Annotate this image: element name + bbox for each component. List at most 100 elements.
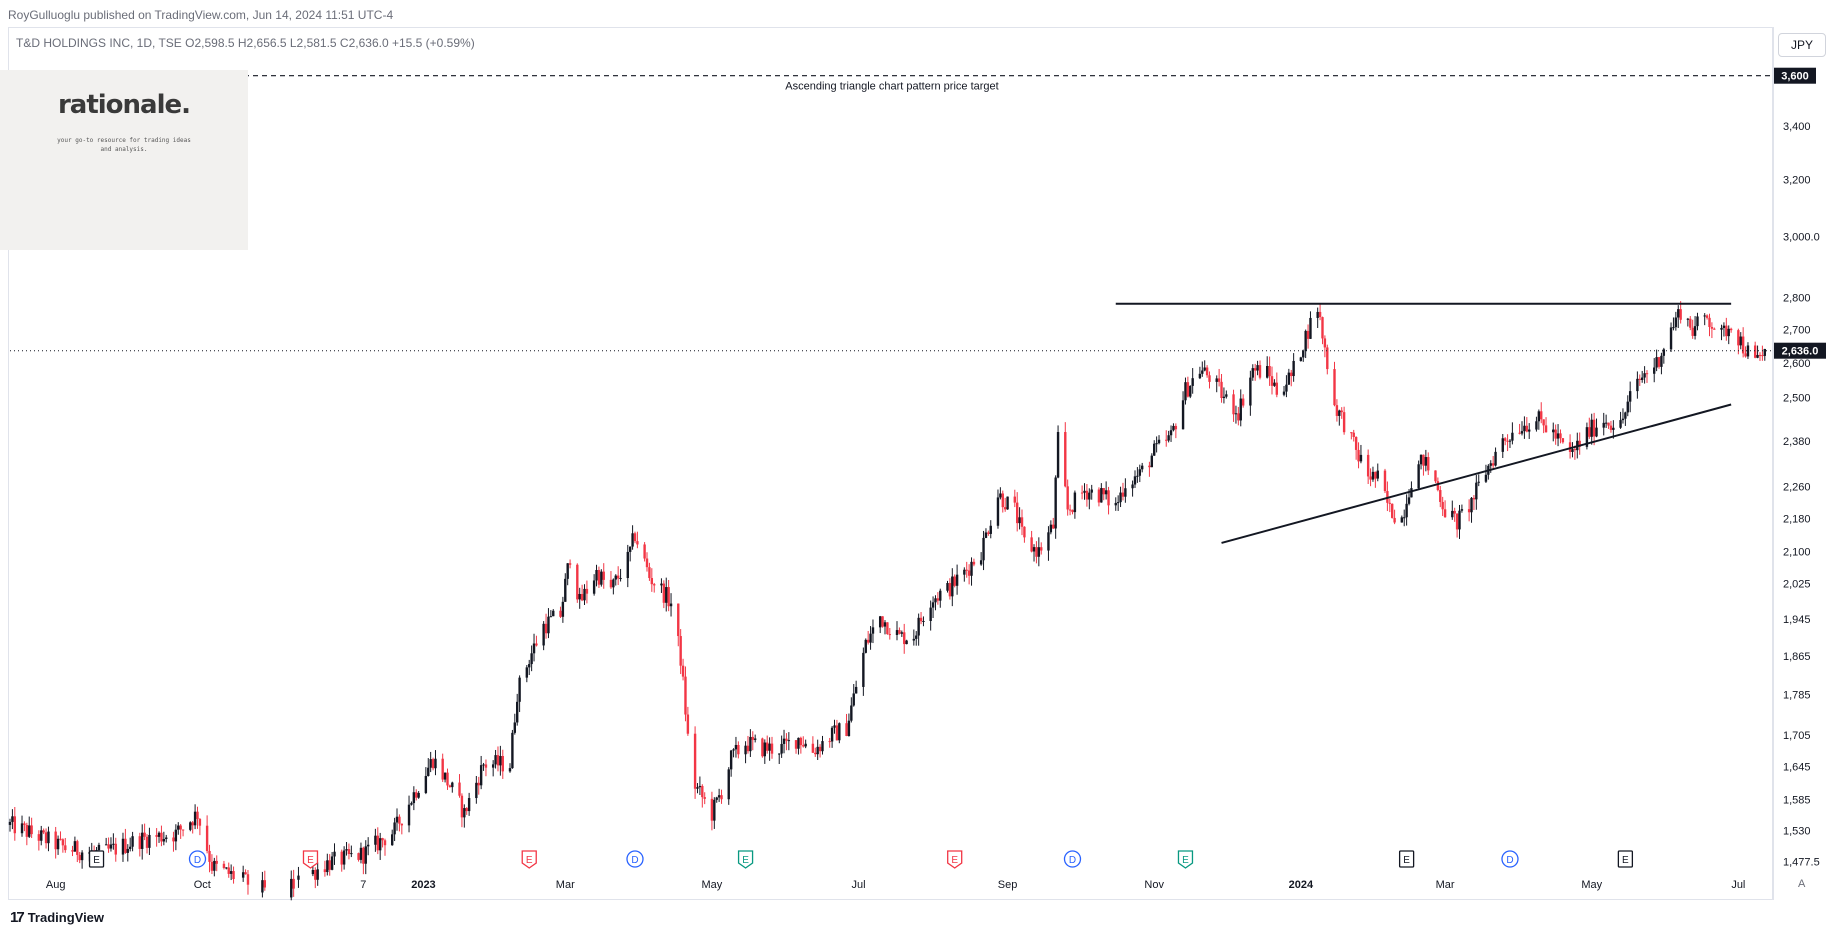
candle xyxy=(585,580,589,604)
candle-body xyxy=(1520,431,1524,434)
candle-body xyxy=(864,639,867,653)
candle-body xyxy=(1443,509,1447,518)
earnings-event-icon[interactable]: E xyxy=(521,850,537,869)
candle-body xyxy=(1753,345,1757,358)
candle xyxy=(174,824,178,851)
candle-body xyxy=(653,584,656,586)
time-tick-label: 7 xyxy=(360,879,366,891)
candle-body xyxy=(357,853,360,860)
dividend-event-icon[interactable]: D xyxy=(626,850,644,868)
candle xyxy=(866,630,870,645)
candle-body xyxy=(1285,384,1288,392)
candle xyxy=(80,850,84,869)
candle-body xyxy=(999,493,1002,498)
candle-body xyxy=(816,746,819,755)
earnings-event-icon[interactable]: E xyxy=(947,850,963,869)
auto-scale-button[interactable]: A xyxy=(1798,878,1806,890)
dividend-event-icon[interactable]: D xyxy=(1501,850,1519,868)
dividend-event-icon[interactable]: D xyxy=(188,850,207,868)
candle-body xyxy=(951,576,954,597)
event-marker-shape xyxy=(188,850,207,868)
candle-body xyxy=(1756,354,1759,358)
candle xyxy=(653,582,656,593)
candle-body xyxy=(347,849,351,855)
candle-body xyxy=(196,811,199,820)
candle xyxy=(1124,478,1127,503)
candle xyxy=(821,735,824,755)
candle xyxy=(1746,342,1750,360)
candle xyxy=(1184,377,1187,405)
candle-body xyxy=(939,590,942,601)
candle xyxy=(628,546,632,562)
earnings-event-icon[interactable]: E xyxy=(1617,850,1634,868)
candle-body xyxy=(124,838,127,853)
candle xyxy=(467,792,471,816)
candle xyxy=(1338,409,1341,426)
candle xyxy=(316,862,319,886)
candle-body xyxy=(845,723,848,737)
candle-body xyxy=(917,617,920,636)
candle-body xyxy=(477,782,480,786)
candle xyxy=(749,729,752,757)
candle-body xyxy=(525,667,529,678)
candle-body xyxy=(1068,509,1072,511)
candle-body xyxy=(953,576,956,586)
candle xyxy=(1427,452,1430,476)
candle-body xyxy=(1657,357,1661,367)
candle-body xyxy=(578,593,581,600)
candle-body xyxy=(131,836,134,847)
candle-body xyxy=(1172,425,1175,431)
candle xyxy=(1535,416,1538,432)
candle xyxy=(112,833,115,850)
candle-body xyxy=(912,638,916,641)
candle-body xyxy=(1472,497,1476,500)
candle-body xyxy=(429,759,432,768)
candle-body xyxy=(684,676,687,715)
candle-body xyxy=(828,741,831,743)
candle-body xyxy=(564,578,567,602)
candle-body xyxy=(955,574,959,586)
dividend-event-icon[interactable]: D xyxy=(1063,850,1082,868)
candle xyxy=(1268,356,1271,386)
candle-body xyxy=(1441,501,1444,510)
candle-body xyxy=(1619,420,1622,428)
tradingview-brand[interactable]: 17 TradingView xyxy=(10,909,104,926)
earnings-event-icon[interactable]: E xyxy=(302,850,319,869)
candle-body xyxy=(982,537,985,561)
candle-body xyxy=(838,723,841,741)
candle-body xyxy=(1689,318,1692,328)
candle xyxy=(636,531,639,549)
candle-body xyxy=(1703,315,1706,317)
candle-body xyxy=(407,804,411,826)
candle xyxy=(229,864,233,881)
candle xyxy=(1138,464,1141,483)
candle xyxy=(1703,313,1706,326)
candle-body xyxy=(1354,436,1358,450)
earnings-event-icon[interactable]: E xyxy=(88,850,105,868)
candle xyxy=(1064,422,1067,488)
candle-body xyxy=(1124,488,1127,497)
currency-button[interactable]: JPY xyxy=(1778,33,1826,57)
candle-body xyxy=(1239,398,1242,421)
candle xyxy=(1739,332,1742,350)
candle xyxy=(1602,412,1605,436)
candle-body xyxy=(847,720,851,737)
candle-body xyxy=(1383,470,1387,492)
candle xyxy=(1662,347,1666,364)
candle xyxy=(614,574,617,586)
candle-body xyxy=(1256,365,1259,371)
candle xyxy=(222,860,226,870)
candle xyxy=(1628,381,1632,413)
earnings-event-icon[interactable]: E xyxy=(737,850,754,869)
candle-body xyxy=(802,745,805,747)
candle-body xyxy=(1660,355,1663,367)
earnings-event-icon[interactable]: E xyxy=(1398,850,1415,868)
candle-body xyxy=(1083,490,1086,493)
candle-body xyxy=(1047,532,1050,551)
candle xyxy=(1354,436,1358,460)
candle-body xyxy=(1268,366,1271,377)
candle xyxy=(1417,460,1420,489)
candle-body xyxy=(1477,481,1480,483)
earnings-event-icon[interactable]: E xyxy=(1177,850,1194,869)
